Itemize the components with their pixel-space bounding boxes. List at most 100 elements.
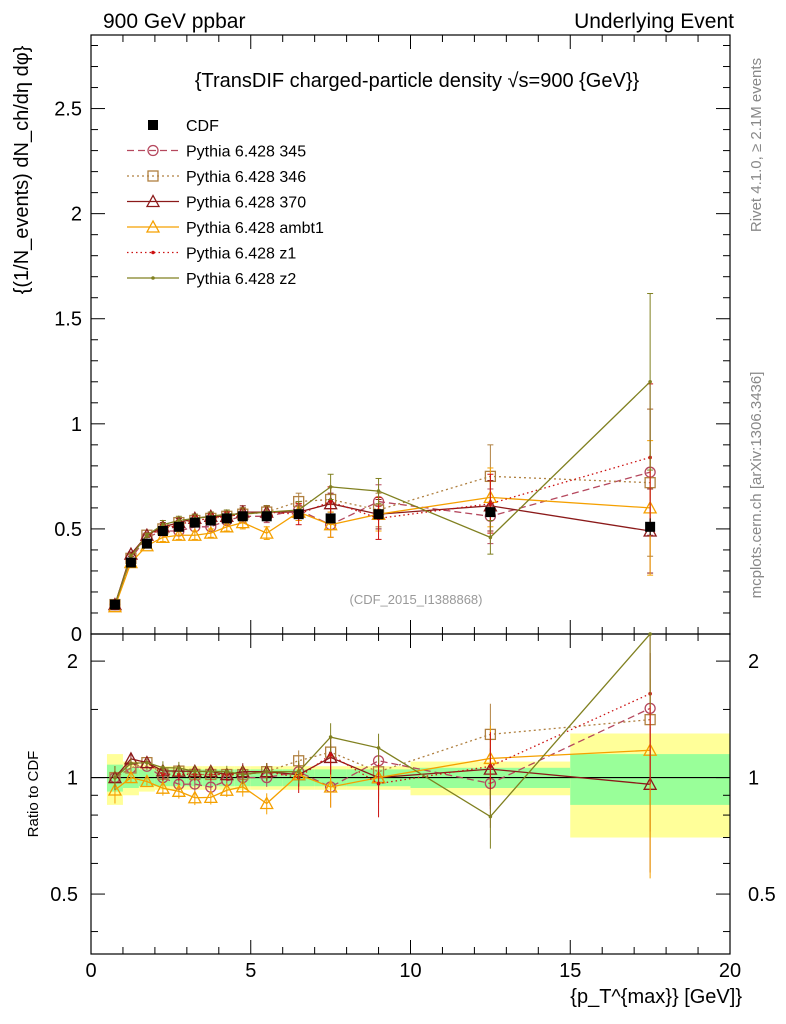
ratio-point (224, 769, 229, 774)
y-axis-label-ratio: Ratio to CDF (25, 751, 42, 838)
ratio-point (113, 775, 117, 780)
y-tick-label-main: 2.5 (54, 99, 82, 121)
ratio-point (139, 774, 155, 788)
cdf-point (173, 521, 184, 532)
y-tick-label-ratio-right: 2 (748, 651, 759, 673)
legend-marker-cdf (148, 120, 158, 130)
data-point (235, 515, 250, 529)
chart-title: {TransDIF charged-particle density √s=90… (195, 70, 640, 92)
series-line-ratio (114, 718, 651, 779)
ratio-point (376, 781, 381, 786)
legend-label: Pythia 6.428 z1 (186, 246, 296, 263)
y-tick-label-main: 0.5 (54, 519, 82, 541)
cdf-point (261, 511, 272, 522)
legend-marker (145, 194, 161, 208)
y-tick-label-main: 2 (71, 204, 82, 226)
x-tick-label: 5 (245, 960, 256, 982)
series-layer (107, 293, 658, 879)
cdf-point (189, 517, 200, 528)
legend-marker (147, 170, 159, 182)
ratio-point (187, 790, 202, 804)
ratio-point (209, 769, 213, 774)
ratio-point (155, 780, 170, 794)
axes: 0 5 10 15 20 0.5 1 1.5 2 2.5 0 0.5 0.5 1 1 2 2 (50, 35, 776, 982)
x-tick-label: 15 (559, 960, 581, 982)
y-tick-label-ratio: 1 (67, 768, 78, 790)
y-tick-label-ratio: 2 (67, 651, 78, 673)
legend-label: Pythia 6.428 370 (186, 195, 306, 212)
data-point (161, 522, 165, 527)
ratio-point (123, 770, 139, 784)
ratio-point (376, 746, 381, 750)
legend-label: Pythia 6.428 345 (186, 144, 306, 161)
ratio-point (235, 779, 250, 793)
rivet-label: Rivet 4.1.0, ≥ 2.1M events (748, 58, 765, 232)
data-point (203, 525, 218, 539)
legend-marker (145, 219, 161, 233)
legend-label: Pythia 6.428 346 (186, 169, 306, 186)
cdf-point (221, 513, 232, 524)
data-point (155, 529, 170, 543)
series-line-ratio (114, 693, 651, 785)
cdf-point (109, 599, 120, 610)
data-point (171, 527, 186, 541)
data-point (328, 485, 333, 489)
y-tick-label-main: 1 (71, 414, 82, 436)
x-tick-label: 0 (85, 960, 96, 982)
ratio-point (219, 782, 234, 796)
data-point (187, 527, 202, 541)
ratio-point (161, 765, 165, 770)
ratio-point (107, 782, 123, 796)
cdf-point (485, 507, 496, 518)
ratio-point (193, 769, 197, 774)
mcplots-label: mcplots.cern.ch [arXiv:1306.3436] (748, 372, 765, 599)
y-tick-label-ratio: 0.5 (50, 884, 78, 906)
data-point (145, 533, 149, 538)
x-axis-label: {p_T^{max}} [GeV]} (570, 986, 742, 1008)
legend-marker (147, 144, 159, 157)
ratio-point (145, 760, 149, 765)
ratio-point (240, 772, 245, 777)
y-tick-label-ratio-right: 1 (748, 768, 759, 790)
ratio-point (129, 761, 133, 766)
ratio-point (203, 790, 218, 804)
cdf-point (325, 513, 336, 524)
ratio-point (328, 735, 333, 739)
ratio-point (488, 814, 493, 819)
legend: CDF Pythia 6.428 345 Pythia 6.428 346 Pythi… (127, 118, 324, 288)
ratio-point (648, 632, 652, 636)
cdf-point (141, 538, 152, 549)
cdf-series (109, 507, 656, 610)
ratio-point (296, 769, 301, 774)
legend-label: Pythia 6.428 ambt1 (186, 220, 324, 237)
cdf-point (645, 521, 656, 532)
ratio-point (177, 766, 181, 770)
cdf-point (373, 509, 384, 520)
data-point (328, 499, 333, 504)
data-point (488, 501, 493, 506)
legend-marker (151, 250, 155, 255)
cdf-point (293, 509, 304, 520)
y-tick-label-ratio-right: 0.5 (748, 884, 776, 906)
header-right: Underlying Event (574, 10, 734, 33)
data-point (648, 379, 652, 384)
x-tick-label: 20 (719, 960, 741, 982)
ratio-point (264, 769, 269, 774)
data-point (219, 519, 234, 533)
legend-marker (151, 276, 155, 280)
data-point (129, 554, 133, 559)
data-point (376, 489, 381, 493)
ratio-point (323, 779, 338, 793)
ratio-uncertainty-bands (91, 733, 730, 838)
data-point (488, 535, 493, 540)
cdf-point (157, 526, 168, 537)
y-axis-label-main: {(1/N_events) dN_ch/dη dφ} (11, 45, 33, 294)
ratio-point (328, 752, 333, 757)
cdf-point (205, 515, 216, 526)
y-tick-label-zero: 0 (71, 624, 82, 646)
data-point (323, 517, 338, 531)
x-tick-label: 10 (399, 960, 421, 982)
data-point (177, 518, 181, 523)
series-line-main (114, 381, 651, 605)
